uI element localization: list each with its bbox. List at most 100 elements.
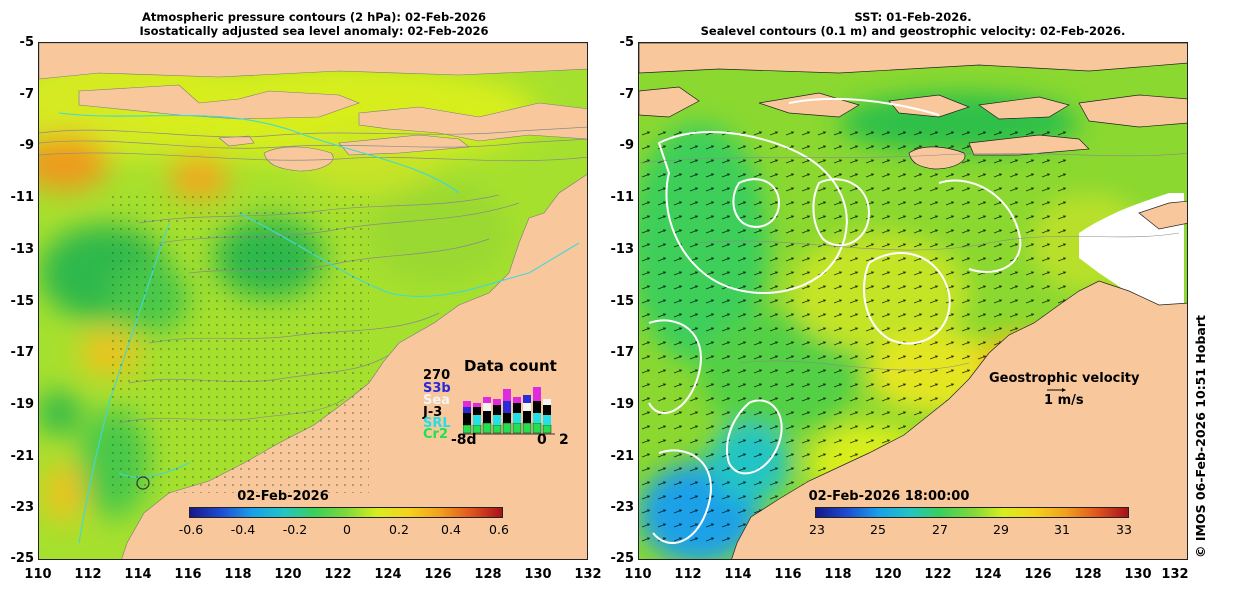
x-tick-label: 126 <box>424 567 452 582</box>
x-tick-label: 118 <box>224 567 252 582</box>
x-tick-label: 130 <box>524 567 552 582</box>
right-colorbar <box>815 507 1129 518</box>
geostrophic-velocity-label: Geostrophic velocity <box>989 371 1140 386</box>
x-tick-label: 110 <box>24 567 52 582</box>
left-title-line2: Isostatically adjusted sea level anomaly… <box>139 24 489 38</box>
left-colorbar-label: 0.2 <box>389 522 409 537</box>
data-count-legend: Data count 270 S3b Sea J-3 SRL Cr2 -8d 0… <box>419 359 584 459</box>
y-tick-label: -11 <box>10 190 35 205</box>
y-tick-label: -23 <box>10 500 35 515</box>
bar-2 <box>482 397 492 434</box>
y-tick-label: -7 <box>619 87 634 102</box>
right-map-svg <box>639 43 1187 559</box>
x-tick-label: 124 <box>374 567 402 582</box>
y-tick-label: -5 <box>19 35 34 50</box>
left-colorbar-label: 0 <box>343 522 351 537</box>
location-marker <box>136 476 150 490</box>
right-colorbar-label: 29 <box>993 522 1009 537</box>
x-tick-label: 128 <box>474 567 502 582</box>
x-tick-label: 114 <box>724 567 752 582</box>
left-map[interactable]: Data count 270 S3b Sea J-3 SRL Cr2 -8d 0… <box>38 42 588 560</box>
mission-j3: J-3 <box>423 405 443 420</box>
y-tick-label: -25 <box>10 551 35 566</box>
data-count-axis-two: 2 <box>559 432 569 448</box>
right-map[interactable]: Geostrophic velocity 1 m/s 02-Feb-2026 1… <box>638 42 1188 560</box>
y-tick-label: -11 <box>610 190 635 205</box>
y-tick-label: -25 <box>610 551 635 566</box>
left-colorbar-date: 02-Feb-2026 <box>237 489 329 504</box>
y-tick-label: -9 <box>19 138 34 153</box>
bar-3 <box>492 399 502 434</box>
data-count-bars <box>463 387 555 435</box>
y-tick-label: -19 <box>10 397 35 412</box>
x-tick-label: 122 <box>924 567 952 582</box>
data-count-max: 270 <box>423 368 451 383</box>
y-tick-label: -21 <box>610 449 635 464</box>
right-colorbar-label: 31 <box>1054 522 1070 537</box>
land <box>39 43 587 559</box>
left-title-line1: Atmospheric pressure contours (2 hPa): 0… <box>141 10 486 24</box>
y-tick-label: -15 <box>610 294 635 309</box>
x-tick-label: 112 <box>674 567 702 582</box>
y-tick-label: -13 <box>610 242 635 257</box>
y-tick-label: -21 <box>10 449 35 464</box>
bar-6 <box>522 395 532 434</box>
data-count-axis-zero: 0 <box>537 432 547 448</box>
right-colorbar-label: 27 <box>932 522 948 537</box>
right-colorbar-label: 23 <box>809 522 825 537</box>
y-tick-label: -7 <box>19 87 34 102</box>
right-colorbar-label: 33 <box>1116 522 1132 537</box>
x-tick-label: 124 <box>974 567 1002 582</box>
x-tick-label: 122 <box>324 567 352 582</box>
left-colorbar-label: 0.6 <box>489 522 509 537</box>
left-colorbar-label: 0.4 <box>441 522 461 537</box>
right-title-line1: SST: 01-Feb-2026. <box>854 10 972 24</box>
data-dots <box>109 193 369 493</box>
left-colorbar-label: -0.2 <box>282 522 308 537</box>
y-tick-label: -19 <box>610 397 635 412</box>
y-tick-label: -17 <box>610 345 635 360</box>
x-tick-label: 118 <box>824 567 852 582</box>
mission-s3b: S3b <box>423 381 451 396</box>
x-tick-label: 116 <box>774 567 802 582</box>
left-colorbar-label: -0.6 <box>178 522 204 537</box>
right-colorbar-label: 25 <box>870 522 886 537</box>
left-map-svg <box>39 43 587 559</box>
y-tick-label: -5 <box>619 35 634 50</box>
x-tick-label: 132 <box>1161 567 1189 582</box>
bar-1 <box>472 403 482 434</box>
data-count-axis-left: -8d <box>451 432 477 448</box>
y-tick-label: -15 <box>10 294 35 309</box>
x-tick-label: 130 <box>1124 567 1152 582</box>
x-tick-label: 116 <box>174 567 202 582</box>
x-tick-label: 112 <box>74 567 102 582</box>
bar-stacks <box>463 387 552 434</box>
bar-0 <box>463 401 472 434</box>
velocity-scale-label: 1 m/s <box>1044 393 1084 408</box>
left-colorbar-label: -0.4 <box>230 522 256 537</box>
sealevel-contours <box>648 97 1022 544</box>
y-tick-label: -9 <box>619 138 634 153</box>
land <box>639 43 1187 559</box>
right-title: SST: 01-Feb-2026. Sealevel contours (0.1… <box>638 10 1188 38</box>
bar-4 <box>502 389 512 434</box>
right-colorbar-date: 02-Feb-2026 18:00:00 <box>808 489 970 504</box>
x-tick-label: 114 <box>124 567 152 582</box>
y-tick-label: -13 <box>10 242 35 257</box>
mission-cr2: Cr2 <box>423 427 448 442</box>
mission-sea: Sea <box>423 393 450 408</box>
x-tick-label: 110 <box>624 567 652 582</box>
bar-8 <box>542 399 552 434</box>
left-colorbar <box>189 507 503 518</box>
imos-credit: © IMOS 06-Feb-2026 10:51 Hobart <box>1193 314 1208 558</box>
x-tick-label: 120 <box>874 567 902 582</box>
bar-5 <box>512 397 522 434</box>
x-tick-label: 126 <box>1024 567 1052 582</box>
mission-srl: SRL <box>423 416 451 431</box>
x-tick-label: 128 <box>1074 567 1102 582</box>
left-title: Atmospheric pressure contours (2 hPa): 0… <box>40 10 588 38</box>
bar-7 <box>532 387 542 434</box>
x-tick-label: 132 <box>574 567 602 582</box>
y-tick-label: -17 <box>10 345 35 360</box>
y-tick-label: -23 <box>610 500 635 515</box>
